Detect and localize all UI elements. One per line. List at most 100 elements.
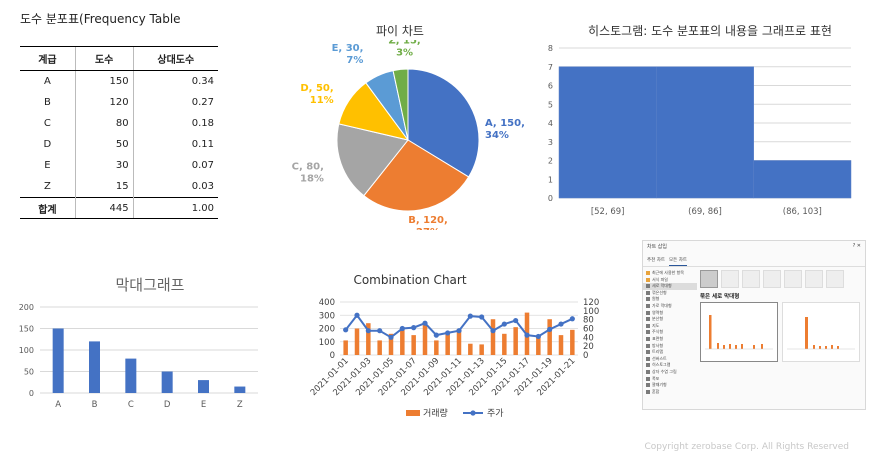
table-total-row: 합계 445 1.00	[20, 197, 218, 219]
y-tick-label: 6	[548, 82, 553, 91]
cell-total-relative: 1.00	[132, 197, 218, 219]
chart-type-label: 폭포	[652, 375, 660, 381]
chart-type-item[interactable]: 최근에 사용한 항목	[643, 270, 697, 277]
price-point	[365, 328, 371, 334]
price-point	[501, 321, 507, 327]
legend-swatch-volume	[406, 410, 420, 416]
chart-type-item[interactable]: 가로 막대형	[643, 303, 697, 310]
histogram-bar	[558, 66, 657, 199]
x-tick-label: D	[164, 400, 171, 410]
subtype-icon[interactable]	[805, 270, 823, 288]
pie-label: D, 50,	[300, 83, 333, 94]
chart-type-label: 방사형	[652, 342, 664, 348]
cell-total-label: 합계	[20, 197, 76, 219]
subtype-icon[interactable]	[826, 270, 844, 288]
chart-type-item[interactable]: 서식 파일	[643, 277, 697, 284]
y-tick-label: 400	[319, 298, 335, 308]
cell-total-frequency: 445	[74, 197, 134, 219]
price-point	[467, 313, 473, 319]
volume-bar	[411, 335, 416, 355]
y2-tick-label: 60	[583, 325, 594, 335]
volume-bar	[513, 327, 518, 355]
table-row: B 120 0.27	[20, 92, 218, 113]
table-row: E 30 0.07	[20, 155, 218, 176]
histogram-bar	[753, 160, 852, 199]
pie-slice	[336, 123, 409, 197]
preview-chart-1[interactable]	[700, 302, 778, 362]
chart-type-item[interactable]: 꺾은선형	[643, 290, 697, 297]
y-tick-label: 4	[548, 119, 553, 128]
chart-type-item[interactable]: 깔때기형	[643, 382, 697, 389]
chart-type-item[interactable]: 영역형	[643, 310, 697, 317]
subtype-icon[interactable]	[721, 270, 739, 288]
chart-type-label: 깔때기형	[652, 382, 667, 388]
close-icon[interactable]: ? ✕	[852, 243, 861, 249]
table-row: C 80 0.18	[20, 113, 218, 134]
tab-all-charts[interactable]: 모든 차트	[669, 257, 687, 266]
subtype-icon[interactable]	[700, 270, 718, 288]
chart-type-label: 혼합	[652, 388, 660, 394]
y-tick-label: 200	[319, 325, 335, 335]
volume-bar	[343, 340, 348, 355]
price-point	[535, 333, 541, 340]
price-point	[513, 317, 519, 324]
chart-type-item[interactable]: 선버스트	[643, 356, 697, 363]
pie-percent-label: 18%	[300, 173, 324, 184]
chart-type-icon	[646, 383, 650, 388]
chart-type-item[interactable]: 원형	[643, 296, 697, 303]
cell-frequency: 15	[74, 176, 134, 198]
bar-chart: 0 50 100 150 200 A B C D E Z	[19, 303, 258, 410]
cell-frequency: 30	[74, 155, 134, 176]
preview-chart-2[interactable]	[782, 302, 860, 362]
chart-type-icon	[646, 330, 650, 335]
subtype-icon[interactable]	[784, 270, 802, 288]
chart-type-label: 주식형	[652, 329, 664, 335]
chart-type-item[interactable]: 분산형	[643, 316, 697, 323]
pie-percent-label: 34%	[485, 130, 509, 141]
chart-type-item[interactable]: 트리맵	[643, 349, 697, 356]
cell-class: A	[43, 76, 51, 87]
cell-frequency: 120	[74, 92, 134, 113]
price-point	[399, 325, 405, 332]
chart-type-label: 상자 수염 그림	[652, 368, 677, 374]
chart-type-item[interactable]: 방사형	[643, 343, 697, 350]
pie-label: B, 120,	[408, 215, 448, 226]
volume-bar	[502, 333, 507, 355]
price-point	[422, 320, 428, 326]
price-point	[524, 332, 530, 338]
chart-type-icon	[646, 317, 650, 322]
chart-type-item[interactable]: 표면형	[643, 336, 697, 343]
dialog-title: 차트 삽입	[647, 244, 667, 250]
pie-percent-label: 7%	[346, 55, 363, 66]
chart-type-icon	[646, 310, 650, 315]
y-tick-label: 100	[19, 346, 34, 355]
chart-type-item[interactable]: 상자 수염 그림	[643, 369, 697, 376]
chart-type-item[interactable]: 혼합	[643, 389, 697, 396]
chart-type-icon	[646, 389, 650, 394]
chart-type-label: 원형	[652, 296, 660, 302]
tab-recommended[interactable]: 추천 차트	[647, 258, 665, 263]
chart-type-item[interactable]: 세로 막대형	[643, 283, 697, 290]
dialog-titlebar: 차트 삽입 ? ✕	[643, 241, 865, 257]
subtype-icon[interactable]	[742, 270, 760, 288]
y-tick-label: 50	[24, 368, 34, 377]
chart-type-item[interactable]: 지도	[643, 323, 697, 330]
chart-type-icon	[646, 297, 650, 302]
y-tick-label: 150	[19, 325, 34, 334]
pie-chart: A, 150,34% B, 120,27% C, 80,18% D, 50,11% E,…	[292, 40, 525, 230]
chart-type-item[interactable]: 주식형	[643, 329, 697, 336]
chart-type-item[interactable]: 히스토그램	[643, 362, 697, 369]
price-point	[569, 316, 575, 322]
chart-type-label: 표면형	[652, 335, 664, 341]
chart-type-label: 서식 파일	[652, 276, 668, 282]
cell-relative: 0.07	[132, 155, 218, 176]
cell-relative: 0.11	[132, 134, 218, 155]
subtype-icon[interactable]	[763, 270, 781, 288]
volume-bar	[468, 343, 473, 355]
chart-type-item[interactable]: 폭포	[643, 376, 697, 383]
x-tick-label: (69, 86]	[688, 207, 722, 217]
volume-bar	[422, 324, 428, 355]
y2-tick-label: 100	[583, 307, 599, 317]
x-tick-label: C	[128, 400, 134, 410]
header-class: 계급	[20, 46, 76, 71]
